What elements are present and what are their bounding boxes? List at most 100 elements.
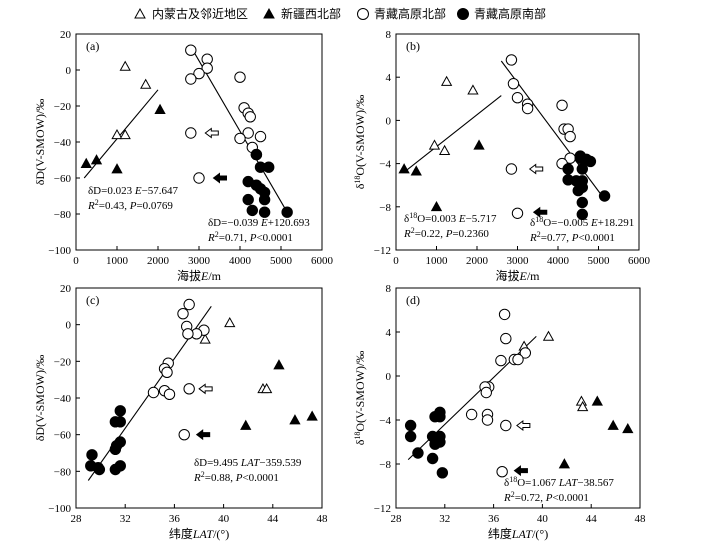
regression-line bbox=[403, 95, 502, 173]
x-tick-label: 4000 bbox=[229, 255, 252, 267]
open-circle-point bbox=[185, 127, 197, 139]
regression-equation: δD=−0.039 E+120.693 bbox=[208, 217, 310, 229]
filled-circle-point bbox=[114, 416, 126, 428]
x-tick-label: 6000 bbox=[628, 255, 651, 267]
legend-marker-filled-triangle bbox=[263, 7, 275, 19]
open-circle-point bbox=[193, 172, 205, 184]
x-tick-label: 28 bbox=[71, 513, 83, 525]
filled-circle-point bbox=[246, 204, 259, 217]
filled-circle-point bbox=[598, 190, 611, 202]
open-circle-point bbox=[234, 71, 246, 83]
regression-equation: R2=0.22, P=0.2360 bbox=[403, 226, 489, 241]
filled-circle-point bbox=[436, 467, 449, 479]
x-tick-label: 36 bbox=[169, 513, 181, 525]
legend-label-1: 新疆西北部 bbox=[281, 6, 341, 21]
y-tick-label: 4 bbox=[386, 327, 392, 339]
open-circle-point bbox=[511, 207, 524, 219]
open-circle-point bbox=[177, 307, 189, 320]
open-circle-point bbox=[564, 130, 576, 143]
legend-item-2: 青藏高原北部 bbox=[357, 6, 446, 21]
open-circle-point bbox=[500, 332, 512, 345]
y-tick-label: 20 bbox=[60, 283, 72, 295]
filled-circle-point bbox=[434, 411, 446, 423]
y-axis-label: δ18O(V-SMOW)/‰ bbox=[353, 95, 368, 190]
open-triangle-point bbox=[428, 139, 441, 150]
regression-equation: R2=0.72, P<0.0001 bbox=[503, 490, 589, 505]
legend-label-0: 内蒙古及邻近地区 bbox=[152, 6, 248, 21]
y-tick-label: −80 bbox=[54, 466, 72, 478]
open-triangle-point bbox=[199, 333, 211, 344]
panel-label: (b) bbox=[406, 39, 420, 53]
x-tick-label: 44 bbox=[586, 513, 598, 525]
filled-circle-point bbox=[109, 463, 122, 476]
open-triangle-point bbox=[119, 60, 131, 71]
filled-circle-point bbox=[250, 148, 263, 161]
filled-arrow bbox=[532, 206, 548, 218]
x-tick-label: 2000 bbox=[466, 255, 489, 267]
regression-equation: R2=0.77, P<0.0001 bbox=[529, 230, 615, 245]
open-arrow bbox=[198, 383, 213, 395]
filled-circle-point bbox=[93, 463, 106, 476]
open-circle-point bbox=[182, 328, 194, 340]
legend-label-2: 青藏高原北部 bbox=[374, 6, 446, 21]
filled-circle-point bbox=[426, 452, 439, 465]
regression-equation: R2=0.71, P<0.0001 bbox=[207, 230, 293, 245]
open-arrow bbox=[516, 420, 531, 431]
open-circle-point bbox=[521, 102, 534, 115]
open-circle-point bbox=[500, 419, 512, 432]
open-circle-point bbox=[480, 386, 492, 399]
open-circle-point bbox=[242, 127, 254, 139]
y-tick-label: 8 bbox=[386, 283, 392, 295]
open-circle-point bbox=[201, 62, 213, 74]
filled-triangle-point bbox=[591, 395, 603, 406]
x-tick-label: 1000 bbox=[106, 255, 129, 267]
open-circle-point bbox=[465, 408, 478, 421]
legend-marker-filled-circle bbox=[457, 8, 469, 20]
filled-circle-point bbox=[404, 419, 417, 432]
open-triangle-point bbox=[438, 144, 451, 155]
open-circle-point bbox=[498, 308, 511, 321]
open-circle-point bbox=[556, 99, 568, 111]
x-tick-label: 5000 bbox=[588, 255, 611, 267]
y-tick-label: −100 bbox=[48, 503, 71, 515]
filled-circle-point bbox=[576, 208, 588, 221]
filled-circle-point bbox=[429, 438, 441, 450]
open-circle-point bbox=[495, 354, 507, 367]
y-tick-label: 0 bbox=[386, 371, 392, 383]
regression-equation: δ18O=1.067 LAT−38.567 bbox=[504, 475, 614, 490]
open-arrow bbox=[204, 127, 219, 139]
filled-triangle-point bbox=[558, 458, 571, 469]
filled-triangle-point bbox=[154, 103, 166, 114]
x-tick-label: 1000 bbox=[426, 255, 449, 267]
open-circle-point bbox=[511, 92, 524, 104]
x-tick-label: 36 bbox=[488, 513, 500, 525]
panel-b: 0 1000 2000 3000 4000 5000 6000 −12 −8 −4 0 4 8 海拔E/m… bbox=[353, 29, 651, 283]
open-circle-point bbox=[507, 77, 520, 90]
panel-a: 0 1000 2000 3000 4000 5000 6000 −100 −80 −60 −40 −2… bbox=[33, 29, 334, 283]
filled-triangle-point bbox=[607, 419, 619, 430]
filled-circle-point bbox=[412, 447, 424, 459]
y-tick-label: 0 bbox=[386, 115, 392, 127]
y-tick-label: −100 bbox=[48, 245, 71, 257]
filled-triangle-point bbox=[111, 163, 123, 174]
open-circle-point bbox=[254, 130, 267, 143]
y-tick-label: −40 bbox=[54, 393, 72, 405]
y-tick-label: −4 bbox=[379, 159, 391, 171]
regression-line bbox=[83, 89, 159, 179]
y-tick-label: −60 bbox=[54, 430, 72, 442]
legend-marker-open-circle bbox=[357, 8, 369, 20]
x-tick-label: 6000 bbox=[311, 255, 334, 267]
open-circle-point bbox=[481, 414, 494, 426]
open-circle-point bbox=[512, 353, 524, 366]
panel-d: 28 32 36 40 44 48−12−8−4048纬度LAT/(°)δ18O(V-SM… bbox=[353, 283, 647, 541]
y-tick-label: 0 bbox=[66, 320, 72, 332]
x-tick-label: 3000 bbox=[188, 255, 211, 267]
regression-equation: R2=0.88, P<0.0001 bbox=[193, 470, 279, 485]
filled-circle-point bbox=[114, 405, 126, 417]
legend-item-0: 内蒙古及邻近地区 bbox=[134, 6, 248, 21]
x-axis-label: 纬度LAT/(°) bbox=[169, 526, 229, 541]
open-circle-point bbox=[178, 428, 190, 441]
open-circle-point bbox=[163, 388, 176, 401]
x-tick-label: 48 bbox=[635, 513, 647, 525]
open-arrow bbox=[528, 163, 544, 175]
